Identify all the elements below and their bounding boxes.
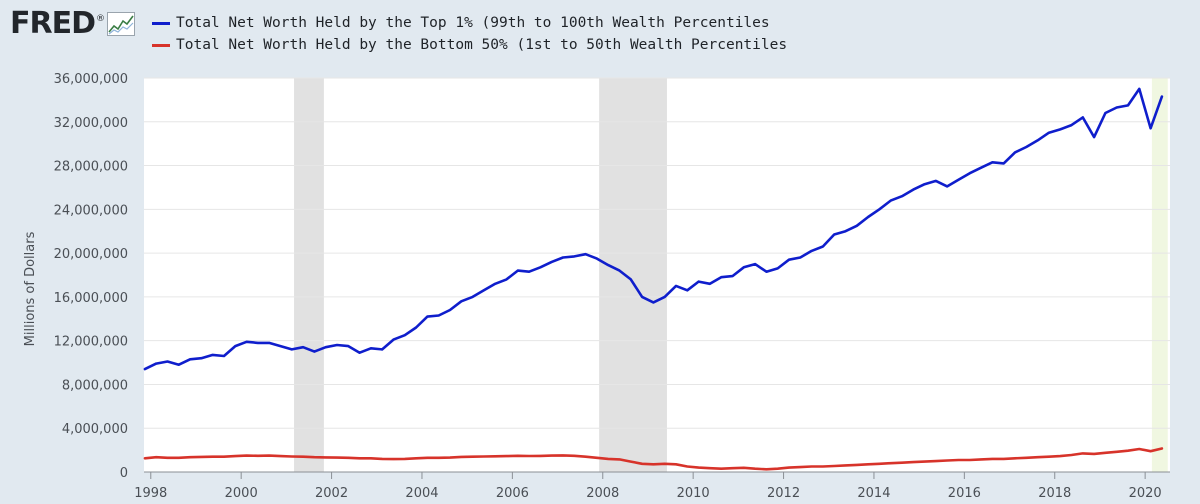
recent-period-band <box>1151 78 1168 472</box>
legend-label-top1: Total Net Worth Held by the Top 1% (99th… <box>176 15 770 31</box>
y-tick-label: 4,000,000 <box>62 422 128 437</box>
recession-band <box>294 78 324 472</box>
legend-swatch-bottom50 <box>152 43 170 47</box>
y-tick-label: 8,000,000 <box>62 378 128 393</box>
legend-label-bottom50: Total Net Worth Held by the Bottom 50% (… <box>176 37 788 53</box>
legend-item-top1[interactable]: Total Net Worth Held by the Top 1% (99th… <box>152 13 770 33</box>
x-tick-label: 2010 <box>677 486 710 501</box>
x-tick-label: 2018 <box>1038 486 1071 501</box>
y-tick-label: 20,000,000 <box>54 247 128 262</box>
fred-logo[interactable]: FRED ® <box>10 4 135 44</box>
series-line-top1[interactable] <box>143 87 1164 371</box>
x-tick-label: 2020 <box>1129 486 1162 501</box>
y-tick-label: 16,000,000 <box>54 291 128 306</box>
legend-item-bottom50[interactable]: Total Net Worth Held by the Bottom 50% (… <box>152 35 787 55</box>
x-tick-label: 2016 <box>948 486 981 501</box>
x-tick-label: 2014 <box>857 486 890 501</box>
logo-text: FRED <box>10 6 96 41</box>
y-axis-label: Millions of Dollars <box>23 231 38 346</box>
recession-band <box>599 78 667 472</box>
y-tick-label: 36,000,000 <box>54 72 128 87</box>
legend-swatch-top1 <box>152 21 170 25</box>
x-tick-label: 2002 <box>315 486 348 501</box>
y-tick-label: 0 <box>120 466 128 481</box>
y-tick-label: 28,000,000 <box>54 160 128 175</box>
y-tick-label: 12,000,000 <box>54 335 128 350</box>
x-tick-label: 2004 <box>405 486 438 501</box>
fred-sparkline-icon <box>107 12 135 36</box>
x-tick-label: 2000 <box>225 486 258 501</box>
logo-registered-mark: ® <box>96 14 105 24</box>
chart-header: FRED ® Total Net Worth Held by the Top 1… <box>0 0 1200 64</box>
x-tick-label: 1998 <box>134 486 167 501</box>
series-line-bottom50[interactable] <box>143 447 1164 471</box>
y-tick-label: 32,000,000 <box>54 116 128 131</box>
x-tick-label: 2008 <box>586 486 619 501</box>
y-tick-label: 24,000,000 <box>54 203 128 218</box>
x-tick-label: 2012 <box>767 486 800 501</box>
x-tick-label: 2006 <box>496 486 529 501</box>
